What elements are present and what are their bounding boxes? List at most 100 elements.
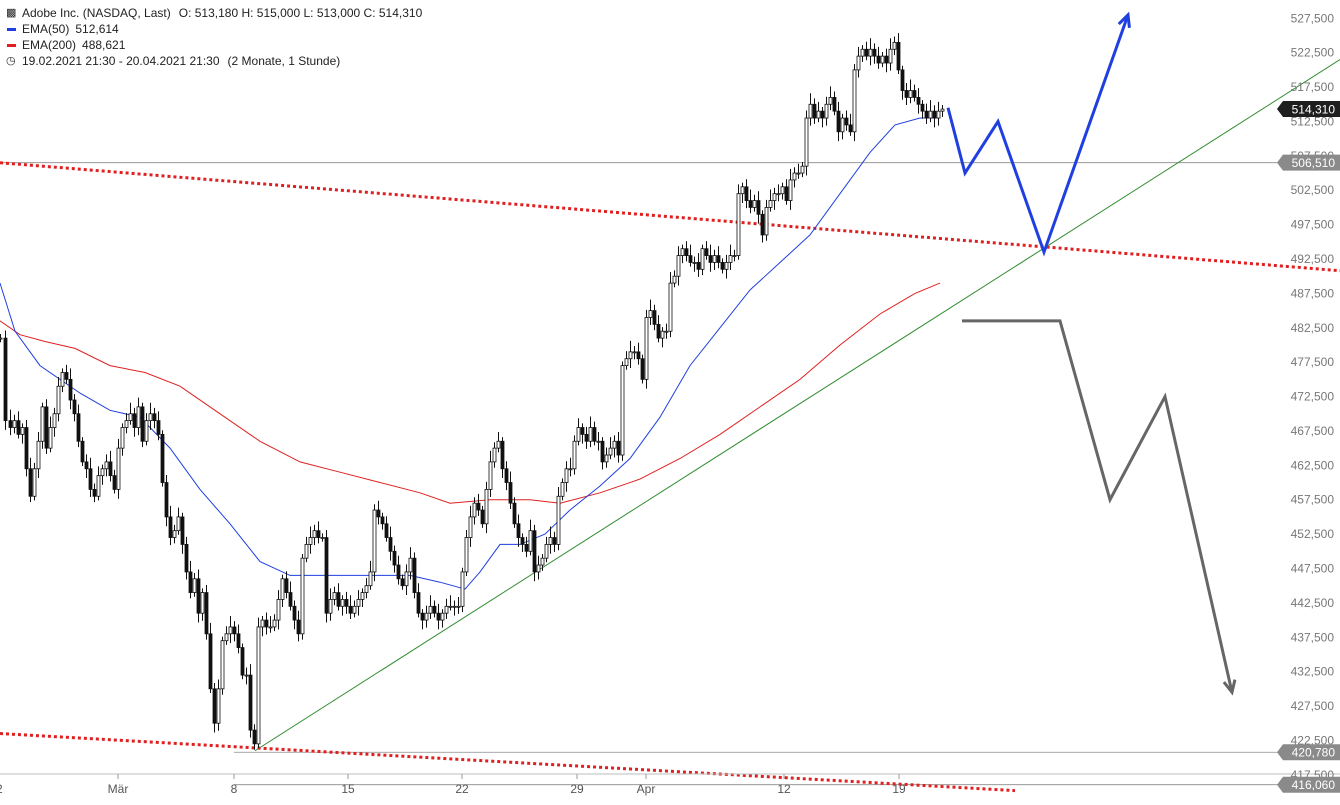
- legend-ema200-row[interactable]: EMA(200) 488,621: [6, 37, 422, 53]
- candle: [728, 244, 733, 271]
- candle: [44, 399, 49, 454]
- candle-body: [260, 619, 265, 628]
- candle: [368, 560, 373, 590]
- candle-body: [588, 427, 593, 442]
- candle: [592, 421, 597, 446]
- candle-body: [592, 427, 597, 442]
- candle-body: [832, 97, 837, 112]
- candle: [272, 614, 277, 632]
- candle-body: [876, 55, 881, 64]
- candle: [888, 38, 893, 71]
- candle-body: [700, 248, 705, 270]
- candle-body: [928, 110, 933, 119]
- candle: [96, 466, 101, 501]
- candle-body: [240, 647, 245, 676]
- candle: [28, 457, 33, 503]
- candle-body: [696, 262, 701, 270]
- candle-body: [196, 578, 201, 614]
- candle-body: [320, 537, 325, 539]
- candle-body: [492, 447, 497, 463]
- chart-lines-layer: [0, 59, 1340, 793]
- candle: [688, 244, 693, 267]
- candle-body: [544, 544, 549, 559]
- candle: [672, 270, 677, 288]
- candle-body: [12, 420, 17, 428]
- candle-body: [172, 530, 177, 538]
- instrument-title: Adobe Inc. (NASDAQ, Last): [22, 6, 171, 20]
- y-tick-label: 472,500: [1291, 390, 1335, 404]
- candle-body: [304, 544, 309, 559]
- candle-body: [56, 385, 61, 415]
- candle-body: [708, 255, 713, 263]
- candle: [880, 52, 885, 68]
- candle: [180, 512, 185, 554]
- candle-body: [540, 557, 545, 566]
- price-tag-label: 506,510: [1292, 156, 1336, 170]
- legend-ema50-row[interactable]: EMA(50) 512,614: [6, 21, 422, 37]
- candle-body: [736, 193, 741, 256]
- candle: [148, 402, 153, 430]
- candle-body: [188, 571, 193, 593]
- candle: [892, 36, 897, 56]
- candle: [560, 478, 565, 501]
- candle: [3, 330, 8, 430]
- candle: [144, 413, 149, 446]
- candle-body: [724, 262, 729, 270]
- candle-body: [156, 420, 161, 435]
- candle: [284, 571, 289, 599]
- candle-body: [804, 117, 809, 167]
- candle-body: [204, 592, 209, 635]
- candle: [24, 419, 29, 477]
- candle: [324, 529, 329, 623]
- candle: [428, 595, 433, 620]
- candle: [644, 309, 649, 389]
- candle-body: [20, 427, 25, 435]
- candle-body: [200, 592, 205, 614]
- candle: [616, 431, 621, 463]
- candle: [480, 505, 485, 528]
- candle: [356, 590, 361, 616]
- ema200-line: [0, 282, 941, 504]
- candle-body: [660, 330, 665, 339]
- candle: [264, 612, 269, 635]
- period-label: (2 Monate, 1 Stunde): [227, 54, 341, 68]
- candle: [704, 241, 709, 260]
- ema200-label: EMA(200): [22, 38, 77, 52]
- x-tick-label: 8: [231, 782, 238, 796]
- candle: [388, 526, 393, 561]
- candle-body: [356, 599, 361, 607]
- candle: [812, 98, 817, 124]
- candle-body: [788, 179, 793, 201]
- candle: [384, 516, 389, 542]
- candle-body: [292, 605, 297, 621]
- candle-body: [168, 516, 173, 538]
- candle-body: [800, 165, 805, 174]
- candle: [508, 471, 513, 510]
- candle-body: [432, 605, 437, 614]
- candle-body: [120, 427, 125, 449]
- candle: [540, 554, 545, 571]
- candle: [152, 407, 157, 429]
- candle: [268, 615, 273, 633]
- ema50-value: 512,614: [75, 22, 119, 36]
- candle-body: [652, 310, 657, 325]
- candle: [564, 461, 569, 492]
- candle: [920, 100, 925, 119]
- candle-body: [8, 420, 13, 428]
- candle-body: [892, 41, 897, 50]
- candle-body: [676, 255, 681, 277]
- candle-body: [228, 626, 233, 635]
- candle: [168, 505, 173, 546]
- candle-body: [32, 468, 37, 497]
- candle: [212, 682, 217, 733]
- candle: [308, 526, 313, 554]
- candle-body: [632, 351, 637, 354]
- candle: [164, 474, 169, 527]
- candle: [436, 603, 441, 630]
- candle: [568, 457, 573, 477]
- candle-body: [192, 578, 197, 593]
- candle-body: [440, 612, 445, 621]
- candle: [468, 505, 473, 547]
- candle: [328, 588, 333, 621]
